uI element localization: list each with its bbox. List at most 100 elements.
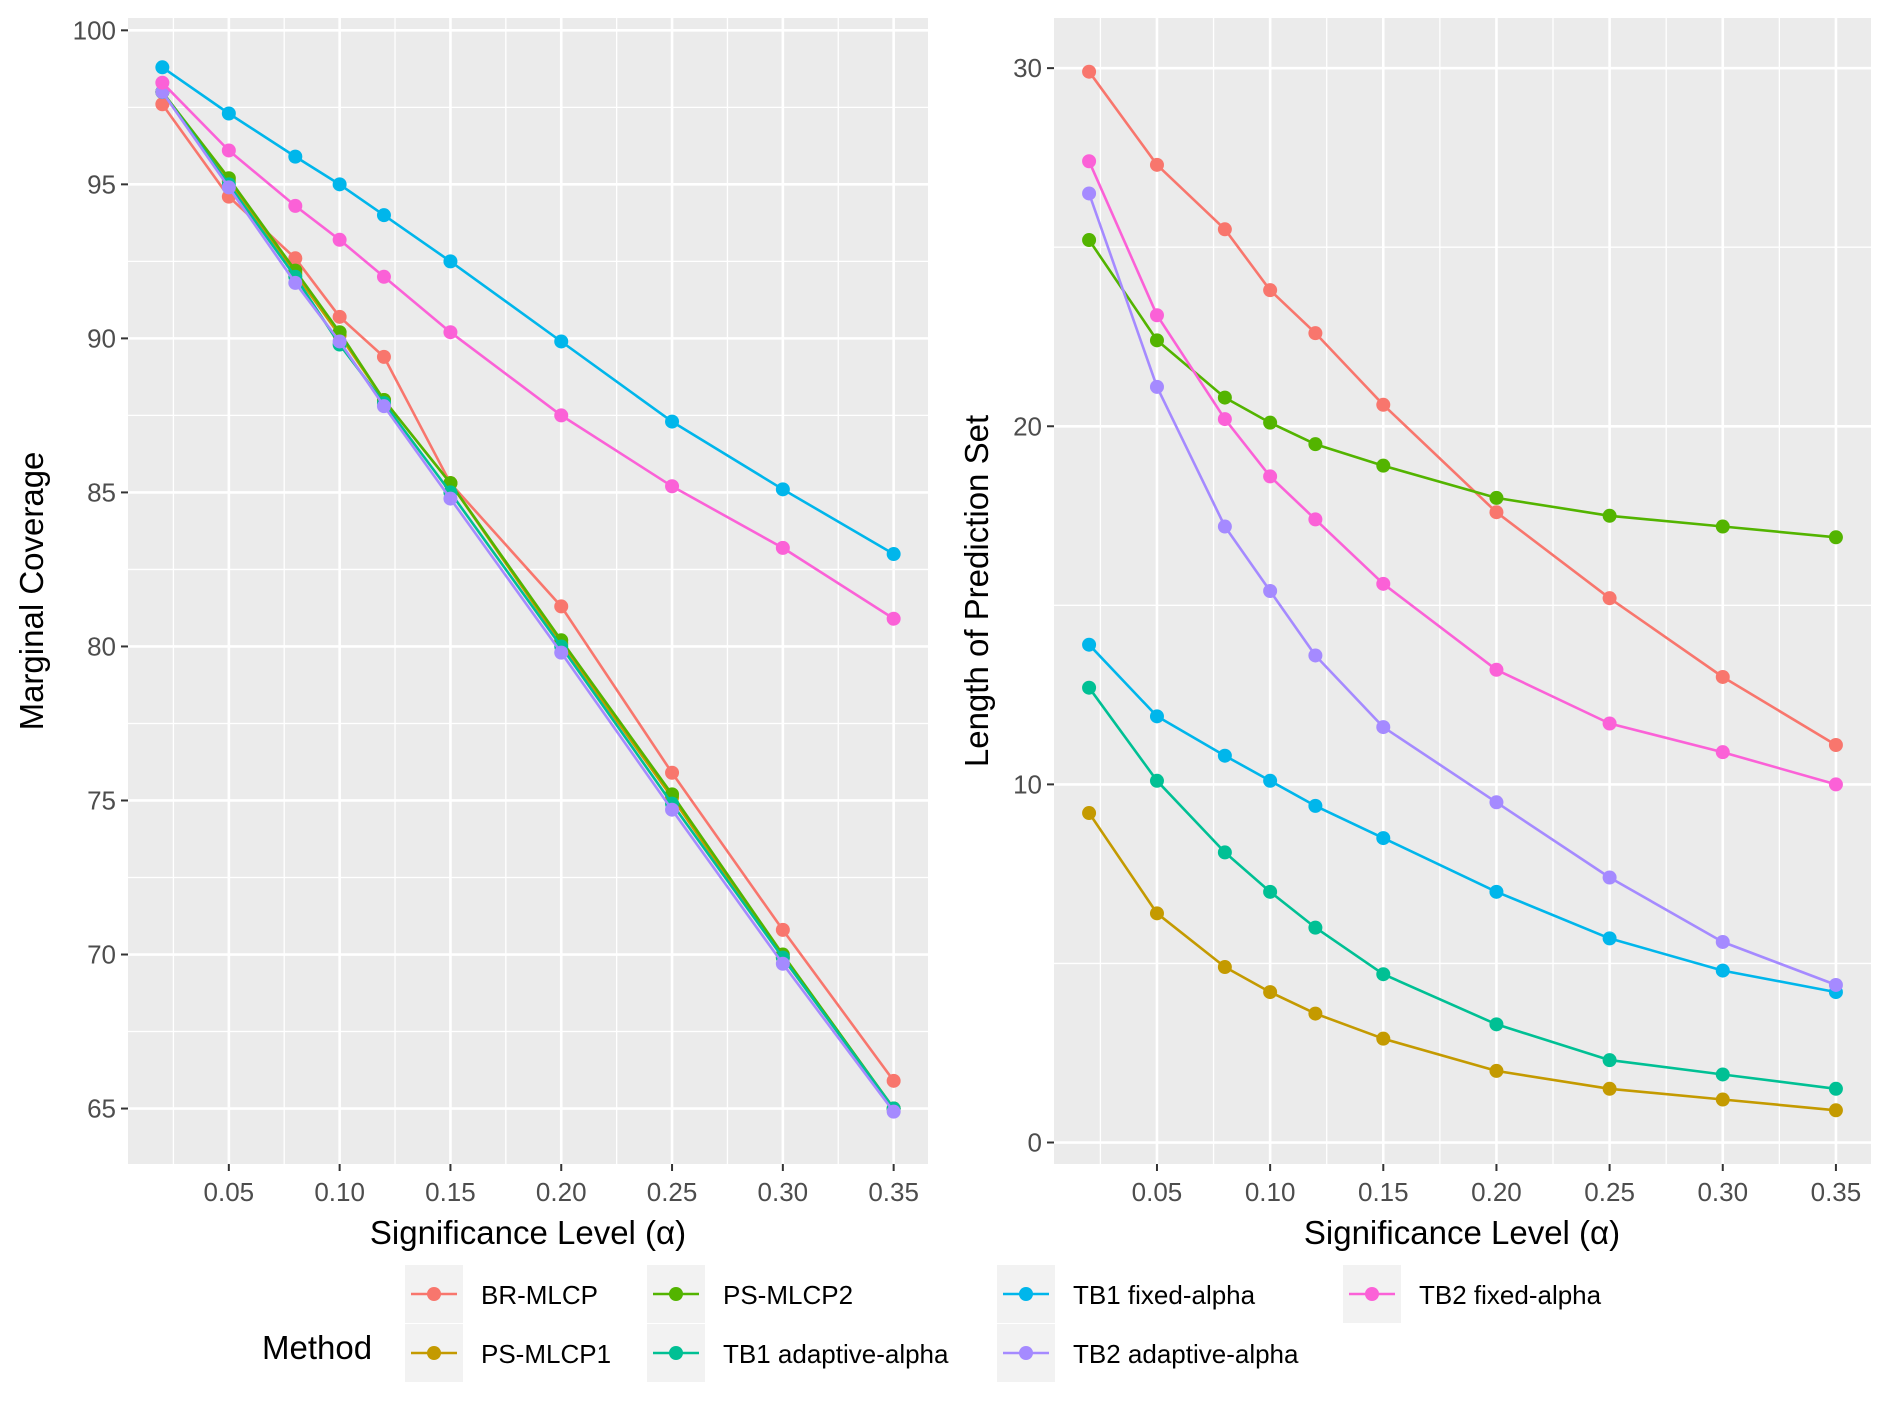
coverage-point-tb2-fixed-alpha — [443, 325, 458, 340]
coverage-grid — [128, 18, 928, 1164]
legend-label: BR-MLCP — [481, 1280, 598, 1310]
legend-key-point — [1019, 1287, 1033, 1301]
coverage-point-br-mlcp — [376, 349, 391, 364]
length-x-axis-title: Significance Level (α) — [1304, 1214, 1620, 1251]
length-point-tb1-adaptive-alpha — [1376, 967, 1391, 982]
legend-label: TB2 adaptive-alpha — [1073, 1339, 1299, 1369]
coverage-x-tick-label: 0.15 — [425, 1177, 476, 1207]
length-point-ps-mlcp1 — [1308, 1006, 1323, 1021]
length-panel-background — [1054, 18, 1871, 1164]
length-point-br-mlcp — [1715, 669, 1730, 684]
length-point-tb1-adaptive-alpha — [1489, 1017, 1504, 1032]
legend-key-point — [669, 1346, 683, 1360]
coverage-x-tick-label: 0.35 — [868, 1177, 919, 1207]
coverage-y-axis-title: Marginal Coverage — [13, 452, 50, 731]
coverage-point-tb2-fixed-alpha — [554, 408, 569, 423]
legend-label: PS-MLCP2 — [723, 1280, 853, 1310]
length-point-ps-mlcp1 — [1489, 1063, 1504, 1078]
coverage-point-tb1-fixed-alpha — [775, 482, 790, 497]
length-point-tb2-adaptive-alpha — [1308, 648, 1323, 663]
length-point-tb2-fixed-alpha — [1308, 512, 1323, 527]
coverage-point-tb2-adaptive-alpha — [332, 334, 347, 349]
length-point-tb1-adaptive-alpha — [1217, 845, 1232, 860]
length-line-ps-mlcp1 — [1088, 812, 1837, 1112]
coverage-point-tb2-fixed-alpha — [886, 611, 901, 626]
length-y-axis-title: Length of Prediction Set — [958, 415, 995, 767]
length-point-br-mlcp — [1217, 222, 1232, 237]
coverage-y-tick-label: 75 — [87, 785, 116, 815]
coverage-y-tick-label: 70 — [87, 940, 116, 970]
legend-key-point — [1019, 1346, 1033, 1360]
length-point-ps-mlcp2 — [1149, 333, 1164, 348]
length-point-tb2-adaptive-alpha — [1082, 186, 1097, 201]
length-point-tb2-adaptive-alpha — [1149, 379, 1164, 394]
coverage-point-br-mlcp — [775, 922, 790, 937]
legend-key-point — [1365, 1287, 1379, 1301]
coverage-point-tb2-fixed-alpha — [332, 232, 347, 247]
length-point-tb2-fixed-alpha — [1217, 412, 1232, 427]
length-point-tb1-adaptive-alpha — [1149, 773, 1164, 788]
length-line-br-mlcp — [1088, 70, 1837, 747]
coverage-line-tb2-adaptive-alpha — [161, 91, 895, 1113]
length-point-tb1-fixed-alpha — [1376, 831, 1391, 846]
legend-title: Method — [262, 1329, 372, 1366]
coverage-y-tick-label: 90 — [87, 323, 116, 353]
length-point-ps-mlcp1 — [1602, 1081, 1617, 1096]
coverage-point-tb2-adaptive-alpha — [554, 645, 569, 660]
legend-key-point — [669, 1287, 683, 1301]
coverage-x-axis-title: Significance Level (α) — [370, 1214, 686, 1251]
coverage-y-tick-label: 65 — [87, 1094, 116, 1124]
legend-label: TB2 fixed-alpha — [1419, 1280, 1602, 1310]
length-point-ps-mlcp2 — [1082, 233, 1097, 248]
length-point-ps-mlcp1 — [1376, 1031, 1391, 1046]
coverage-point-tb2-adaptive-alpha — [288, 275, 303, 290]
length-y-tick-label: 30 — [1013, 53, 1042, 83]
length-x-tick-label: 0.30 — [1697, 1177, 1748, 1207]
coverage-point-tb1-fixed-alpha — [332, 177, 347, 192]
length-point-br-mlcp — [1489, 505, 1504, 520]
coverage-y-tick-label: 95 — [87, 169, 116, 199]
coverage-x-tick-label: 0.10 — [314, 1177, 365, 1207]
coverage-point-br-mlcp — [886, 1073, 901, 1088]
coverage-x-tick-label: 0.20 — [536, 1177, 587, 1207]
length-point-tb1-fixed-alpha — [1308, 798, 1323, 813]
coverage-point-tb1-fixed-alpha — [886, 547, 901, 562]
coverage-line-tb1-adaptive-alpha — [161, 91, 895, 1110]
length-point-ps-mlcp2 — [1828, 530, 1843, 545]
coverage-point-tb2-fixed-alpha — [221, 143, 236, 158]
coverage-point-tb1-fixed-alpha — [665, 414, 680, 429]
length-point-tb2-adaptive-alpha — [1602, 870, 1617, 885]
length-point-tb1-fixed-alpha — [1715, 963, 1730, 978]
length-point-tb2-fixed-alpha — [1828, 777, 1843, 792]
coverage-point-tb2-adaptive-alpha — [775, 956, 790, 971]
length-point-tb2-fixed-alpha — [1489, 662, 1504, 677]
coverage-y-ticks: 65 70 75 80 85 90 95 100 — [73, 15, 128, 1124]
legend-item-tb1-adaptive-alpha: TB1 adaptive-alpha — [647, 1324, 949, 1382]
legend-key-point — [427, 1346, 441, 1360]
coverage-point-tb2-fixed-alpha — [665, 479, 680, 494]
length-point-ps-mlcp1 — [1828, 1103, 1843, 1118]
coverage-point-tb2-fixed-alpha — [376, 269, 391, 284]
coverage-line-tb1-fixed-alpha — [161, 66, 895, 556]
length-point-ps-mlcp2 — [1489, 490, 1504, 505]
length-point-tb2-fixed-alpha — [1263, 469, 1278, 484]
length-line-tb1-fixed-alpha — [1088, 643, 1837, 994]
legend-label: TB1 fixed-alpha — [1073, 1280, 1256, 1310]
length-point-tb2-adaptive-alpha — [1715, 934, 1730, 949]
coverage-point-tb2-adaptive-alpha — [443, 491, 458, 506]
length-point-tb2-fixed-alpha — [1082, 154, 1097, 169]
length-line-tb1-adaptive-alpha — [1088, 686, 1837, 1091]
legend: Method BR-MLCP PS-MLCP1 PS-MLCP2 TB1 adapti… — [262, 1265, 1602, 1382]
length-point-ps-mlcp1 — [1149, 906, 1164, 921]
coverage-y-tick-label: 85 — [87, 477, 116, 507]
legend-label: PS-MLCP1 — [481, 1339, 611, 1369]
coverage-series — [155, 60, 901, 1119]
length-y-tick-label: 20 — [1013, 411, 1042, 441]
length-point-tb1-fixed-alpha — [1149, 709, 1164, 724]
length-line-tb2-adaptive-alpha — [1087, 193, 1837, 987]
length-point-tb1-adaptive-alpha — [1082, 680, 1097, 695]
legend-item-tb2-adaptive-alpha: TB2 adaptive-alpha — [997, 1324, 1299, 1382]
coverage-x-tick-label: 0.25 — [647, 1177, 698, 1207]
coverage-point-tb1-fixed-alpha — [288, 149, 303, 164]
